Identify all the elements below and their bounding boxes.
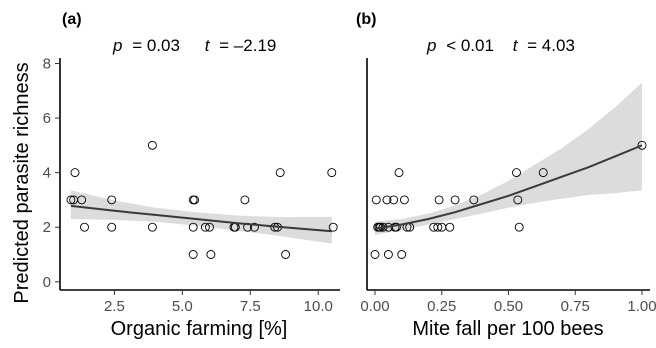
data-point-a-26 — [328, 222, 338, 232]
panel-b: (b) p < 0.01 t = 4.03 Mite fall per 100 … — [356, 11, 656, 340]
data-point-a-8 — [147, 222, 157, 232]
y-tick-label-a-0: 0 — [43, 274, 51, 291]
confidence-band-b — [375, 82, 642, 235]
fit-line-b — [374, 144, 643, 230]
data-point-b-19 — [434, 195, 444, 205]
stat-text-a: p = 0.03 t = –2.19 — [112, 36, 276, 55]
data-point-b-6 — [382, 195, 392, 205]
data-point-b-18 — [433, 222, 443, 232]
data-point-b-23 — [469, 195, 479, 205]
data-point-a-18 — [240, 195, 250, 205]
data-point-a-14 — [205, 222, 214, 232]
y-axis-title: Predicted parasite richness — [11, 62, 33, 303]
x-tick-label-b-4: 1.00 — [627, 298, 656, 315]
data-point-b-0 — [370, 250, 380, 259]
t-symbol-a: t — [205, 36, 211, 55]
x-tick-label-b-2: 0.50 — [494, 298, 523, 315]
t-value-b: = 4.03 — [527, 36, 575, 55]
data-point-a-13 — [200, 222, 210, 232]
data-point-b-9 — [389, 195, 399, 205]
data-point-a-6 — [107, 222, 117, 232]
data-point-b-1 — [371, 195, 381, 205]
x-tick-label-a-3: 10.0 — [304, 298, 333, 315]
x-tick-label-b-0: 0.00 — [360, 298, 389, 315]
data-point-b-11 — [391, 222, 401, 232]
data-point-a-2 — [70, 168, 80, 178]
data-point-b-27 — [538, 168, 548, 178]
data-point-a-15 — [206, 250, 216, 259]
data-point-b-14 — [399, 195, 409, 205]
data-point-b-26 — [514, 222, 524, 232]
p-value-b: < 0.01 — [446, 36, 494, 55]
data-point-a-3 — [77, 195, 87, 205]
t-symbol-b: t — [513, 36, 519, 55]
panel-label-a: (a) — [62, 11, 82, 28]
y-tick-label-a-4: 8 — [43, 55, 51, 72]
stat-text-b: p < 0.01 t = 4.03 — [426, 36, 575, 55]
data-point-a-24 — [281, 250, 291, 259]
data-point-a-11 — [188, 222, 198, 232]
panel-label-b: (b) — [356, 11, 376, 28]
data-point-b-25 — [513, 195, 523, 205]
x-tick-label-b-1: 0.25 — [427, 298, 456, 315]
p-symbol-a: p — [112, 36, 122, 55]
x-axis-title-b: Mite fall per 100 bees — [412, 318, 603, 340]
x-tick-label-a-0: 2.5 — [104, 298, 125, 315]
data-point-b-22 — [450, 195, 460, 205]
p-symbol-b: p — [426, 36, 436, 55]
x-tick-label-b-3: 0.75 — [561, 298, 590, 315]
data-point-b-21 — [445, 222, 455, 232]
x-axis-title-a: Organic farming [%] — [111, 318, 288, 340]
data-point-b-8 — [383, 250, 393, 259]
data-point-a-25 — [327, 168, 337, 178]
data-point-a-7 — [147, 140, 157, 150]
p-value-a: = 0.03 — [132, 36, 180, 55]
y-tick-label-a-2: 4 — [43, 165, 51, 182]
y-tick-label-a-3: 6 — [43, 110, 51, 127]
data-point-a-20 — [249, 222, 259, 232]
data-point-a-10 — [190, 195, 200, 205]
t-value-a: = –2.19 — [219, 36, 276, 55]
fit-line-a — [70, 204, 332, 233]
data-point-b-13 — [397, 250, 407, 259]
confidence-band-a — [70, 190, 332, 244]
data-point-a-23 — [275, 168, 285, 178]
data-point-b-24 — [512, 168, 521, 178]
data-point-a-4 — [80, 222, 89, 232]
y-tick-label-a-1: 2 — [43, 219, 51, 236]
x-tick-label-a-1: 5.0 — [172, 298, 193, 315]
data-point-b-12 — [394, 168, 404, 178]
data-point-b-28 — [637, 140, 647, 150]
data-point-a-12 — [188, 250, 198, 259]
x-tick-label-a-2: 7.5 — [240, 298, 261, 315]
data-point-a-0 — [66, 195, 76, 205]
data-point-a-5 — [107, 195, 117, 205]
panel-a: (a) p = 0.03 t = –2.19 Organic farming [… — [43, 11, 340, 340]
